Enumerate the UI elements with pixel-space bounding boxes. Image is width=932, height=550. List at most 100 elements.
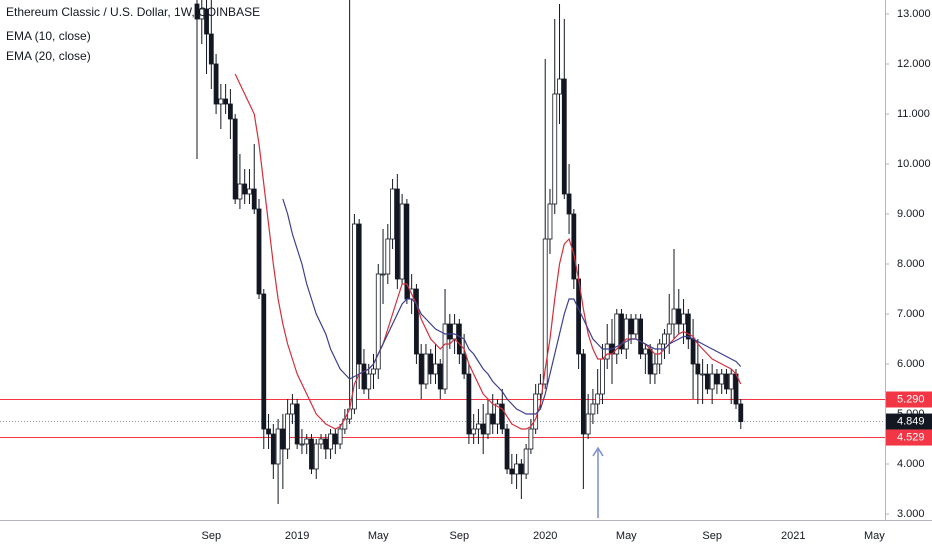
candle-body	[490, 413, 496, 425]
candle-body	[199, 8, 205, 20]
candle-body	[604, 343, 610, 360]
candle-body	[704, 373, 710, 390]
y-tick-label: 4.000	[897, 458, 925, 470]
candle-body	[557, 78, 562, 95]
y-tick-label: 13.000	[897, 8, 931, 20]
candle-body	[356, 223, 362, 365]
candle-body	[208, 33, 214, 65]
x-tick-label: Sep	[702, 530, 722, 542]
ema-line	[282, 198, 742, 415]
candle-body	[595, 393, 601, 405]
candle-body	[447, 323, 453, 340]
candle-body	[347, 408, 353, 420]
candle-body	[375, 273, 381, 370]
price-label: 4.529	[897, 431, 925, 443]
candle-body	[461, 353, 467, 375]
x-tick-label: 2019	[285, 530, 309, 542]
candle-body	[394, 188, 400, 280]
x-tick-label: May	[864, 530, 885, 542]
candle-body	[323, 438, 329, 450]
candle-body	[428, 353, 434, 375]
ema-line	[234, 73, 742, 430]
candle-body	[528, 428, 534, 450]
candle-body	[600, 358, 605, 395]
candle-body	[714, 373, 720, 385]
candle-body	[518, 463, 524, 475]
candle-body	[509, 468, 515, 475]
price-label-box	[886, 429, 932, 446]
candle-body	[337, 428, 343, 445]
candle-body	[619, 313, 624, 350]
x-tick-label: Sep	[202, 530, 222, 542]
candle-body	[232, 118, 238, 200]
candle-body	[266, 428, 271, 435]
candle-body	[204, 8, 209, 35]
candle-body	[638, 318, 644, 355]
candle-body	[242, 183, 248, 195]
candle-body	[227, 103, 233, 120]
y-tick-label: 11.000	[897, 108, 930, 120]
y-tick-label: 6.000	[897, 358, 925, 370]
candle-body	[332, 433, 338, 445]
chart-title: Ethereum Classic / U.S. Dollar, 1W, COIN…	[6, 5, 260, 19]
candle-body	[499, 403, 505, 430]
candle-body	[647, 348, 653, 375]
candle-body	[724, 373, 729, 390]
candle-body	[223, 98, 229, 105]
candle-body	[485, 413, 491, 435]
candle-body	[452, 323, 457, 340]
candle-body	[652, 363, 658, 375]
candle-body	[352, 223, 357, 410]
candle-body	[514, 463, 519, 475]
candle-body	[213, 63, 219, 105]
price-label-box	[886, 413, 932, 430]
candle-body	[423, 353, 429, 385]
candle-body	[466, 373, 472, 435]
candle-body	[289, 403, 295, 415]
x-tick-label: May	[616, 530, 637, 542]
arrow-head	[592, 446, 604, 457]
legend-entry: EMA (10, close)	[6, 29, 91, 43]
candle-body	[280, 428, 286, 450]
candle-body	[480, 423, 486, 435]
candle-body	[256, 208, 262, 295]
x-tick-label: May	[368, 530, 389, 542]
candle-body	[380, 273, 386, 276]
candle-body	[495, 403, 500, 425]
candle-body	[261, 293, 267, 430]
candle-body	[561, 78, 567, 195]
x-tick-label: Sep	[450, 530, 470, 542]
candle-body	[695, 363, 701, 375]
candle-body	[390, 188, 395, 240]
legend-entry: EMA (20, close)	[6, 49, 91, 63]
candle-body	[542, 238, 548, 385]
candle-body	[671, 308, 677, 325]
candle-body	[709, 373, 715, 390]
price-label: 5.290	[897, 393, 925, 405]
candle-body	[285, 413, 291, 450]
candle-body	[247, 188, 252, 195]
drawing-arrow	[592, 446, 604, 518]
candle-body	[371, 368, 376, 375]
candle-body	[523, 448, 529, 475]
candle-body	[414, 288, 419, 355]
candle-body	[456, 323, 462, 355]
candle-body	[442, 323, 448, 390]
y-tick-label: 8.000	[897, 258, 925, 270]
candle-body	[418, 353, 424, 385]
x-tick-label: 2020	[533, 530, 557, 542]
candle-body	[628, 318, 634, 335]
candle-body	[685, 313, 691, 340]
candle-body	[313, 443, 319, 470]
candle-body	[585, 413, 591, 435]
candle-body	[299, 443, 305, 446]
candle-body	[318, 438, 324, 445]
candle-body	[399, 203, 405, 280]
candle-body	[385, 238, 391, 275]
x-tick-label: 2021	[781, 530, 805, 542]
candle-body	[614, 313, 620, 355]
plot-area	[0, 0, 885, 504]
candle-body	[676, 308, 682, 325]
